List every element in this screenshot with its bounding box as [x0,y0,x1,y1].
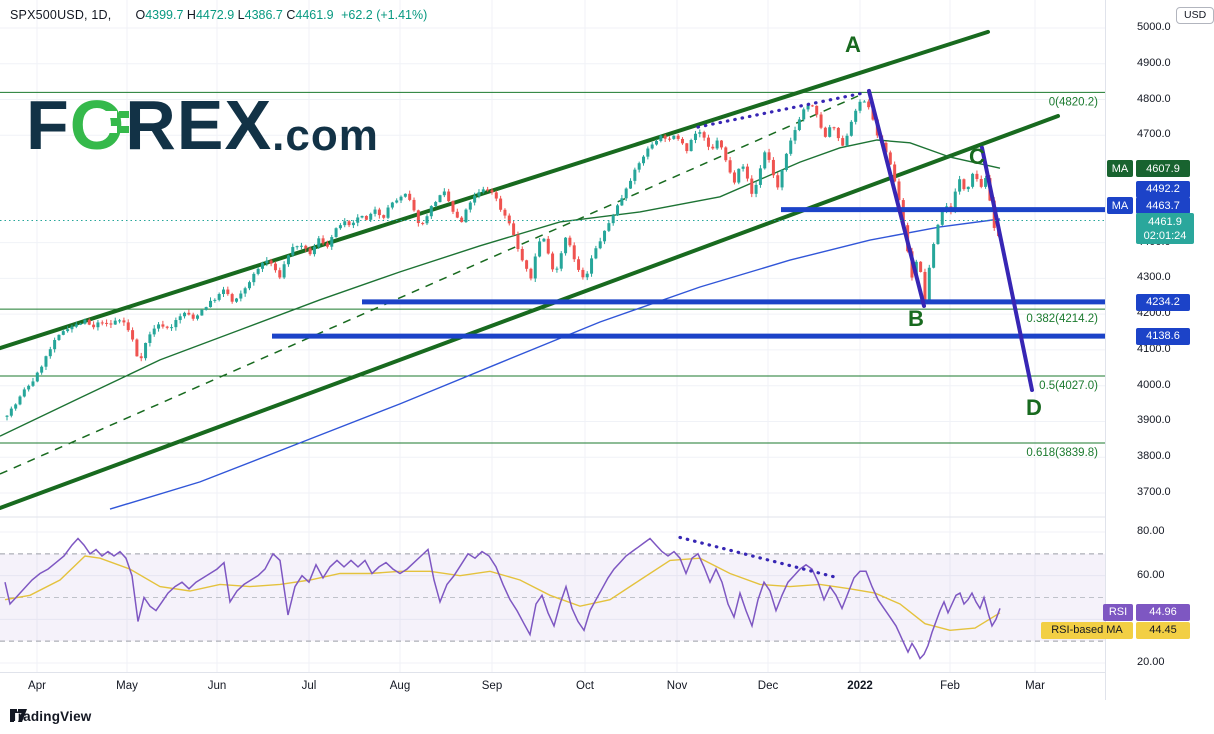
point-letter-B: B [908,306,924,331]
abcd-zigzag [867,88,1034,392]
time-axis-label: Aug [389,680,411,692]
fib-label: 0(4820.2) [1049,96,1098,108]
support-resistance-lines [272,207,1105,339]
ohlc-key: C [286,8,296,22]
time-axis-label: Nov [666,680,688,692]
abcd-letters: A B C D [845,32,1042,420]
symbol-header[interactable]: SPX500USD, 1D, O4399.7 H4472.9 L4386.7 C4… [10,8,427,22]
watermark-rex: REX [125,86,273,164]
time-axis-label: Apr [28,680,46,692]
time-axis[interactable]: AprMayJunJulAugSepOctNovDec2022FebMarApr [0,672,1214,701]
ohlc-key: H [186,8,196,22]
point-letter-C: C [969,144,985,169]
moving-averages [0,139,1001,510]
time-axis-label: May [116,680,138,692]
fib-retracement: 0(4820.2) 0.382(4214.2) 0.5(4027.0) 0.618(3… [0,91,1105,459]
ohlc-value: 4472.9 [195,8,238,22]
ohlc-key: O [135,8,146,22]
time-axis-label: Oct [576,680,594,692]
time-axis-label: 2022 [847,680,873,692]
price-axis-label: 4000.0 [1137,378,1171,391]
price-divergence-dotted [696,91,865,129]
bottom-bar: TradingView [0,700,1214,734]
symbol-title[interactable]: SPX500USD, 1D, [10,8,112,22]
price-axis-label: 5000.0 [1137,21,1171,33]
ohlc-values: O4399.7 H4472.9 L4386.7 C4461.9 +62.2 (+… [135,8,427,22]
rsi-axis-label: 60.00 [1137,568,1165,581]
chart-plot-area[interactable]: 0(4820.2) 0.382(4214.2) 0.5(4027.0) 0.618(3… [0,0,1105,672]
change-value: +62.2 (+1.41%) [341,8,428,22]
rsi-axis-label: 20.00 [1137,656,1165,668]
tradingview-text: TradingView [10,709,92,724]
time-axis-label: Jun [207,680,227,692]
point-letter-A: A [845,32,861,57]
price-axis-label: 4800.0 [1137,92,1171,105]
fib-label: 0.618(3839.8) [1026,447,1098,459]
ohlc-value: 4399.7 [145,8,187,22]
rsi-band [0,553,1105,642]
time-axis-label: Jul [301,680,317,692]
price-axis-label: 4400.0 [1137,235,1171,248]
watermark-com: .com [272,111,379,160]
watermark-o: O [70,90,129,160]
point-letter-D: D [1026,395,1042,420]
time-axis-label: Feb [940,680,960,692]
ohlc-key: L [237,8,245,22]
watermark-f: F [26,86,70,164]
price-axis-label: 3900.0 [1137,414,1171,427]
gridlines [0,0,1105,672]
time-axis-label: Dec [757,680,779,692]
price-axis-label: 4900.0 [1137,56,1171,69]
price-axis-label: 3700.0 [1137,486,1171,498]
time-axis-label: Sep [481,680,503,692]
currency-toggle[interactable]: USD [1176,7,1214,24]
price-axis-label: 4300.0 [1137,271,1171,284]
forex-com-watermark: F O REX .com [26,90,379,160]
time-axis-label: Mar [1025,680,1045,692]
price-axis-label: 3800.0 [1137,450,1171,463]
tradingview-icon [10,709,27,722]
price-axis-label: 4100.0 [1137,342,1171,355]
candles-series [5,99,1001,421]
fib-label: 0.382(4214.2) [1026,313,1098,325]
rsi-indicator [4,535,1001,660]
price-axis[interactable]: USD 5000.0 4900.0 4800.0 4700.0 4400.0 4300.0… [1105,0,1214,700]
rsi-axis-label: 80.00 [1137,525,1165,537]
tradingview-logo[interactable]: TradingView [10,709,91,724]
fib-label: 0.5(4027.0) [1039,380,1098,392]
price-axis-label: 4700.0 [1137,128,1171,141]
ohlc-value: 4386.7 [244,8,287,22]
ohlc-value: 4461.9 [295,8,338,22]
price-axis-label: 4200.0 [1137,307,1171,320]
trend-channel [0,29,1060,510]
